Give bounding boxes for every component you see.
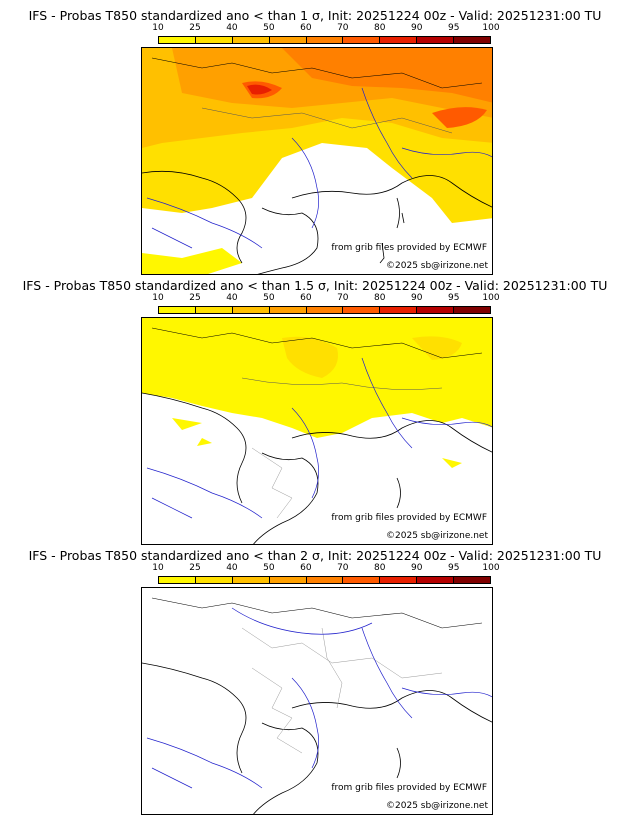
colorbar-segment — [195, 37, 233, 43]
tick-label: 90 — [411, 293, 423, 303]
tick-label: 40 — [226, 293, 238, 303]
colorbar-segment — [159, 307, 196, 313]
tick-label: 70 — [337, 23, 349, 33]
panel-title: IFS - Probas T850 standardized ano < tha… — [28, 8, 602, 23]
colorbar-ticks: 10 25 40 50 60 70 80 90 95 100 — [152, 23, 499, 35]
tick-label: 95 — [447, 23, 460, 33]
probability-map: from grib files provided by ECMWF ©2025 … — [141, 317, 493, 545]
tick-label: 25 — [189, 293, 201, 303]
colorbar-segment — [195, 307, 233, 313]
tick-label: 50 — [263, 563, 275, 573]
colorbar-segment — [269, 37, 307, 43]
colorbar-segment — [417, 307, 455, 313]
tick-label: 95 — [447, 293, 460, 303]
colorbar-segment — [306, 307, 344, 313]
tick-label: 10 — [152, 23, 164, 33]
map-panel-3: IFS - Probas T850 standardized ano < tha… — [0, 540, 630, 816]
tick-label: 60 — [300, 563, 312, 573]
colorbar-segment — [343, 37, 381, 43]
tick-label: 95 — [447, 563, 460, 573]
colorbar-segment — [232, 37, 270, 43]
colorbar — [158, 306, 491, 314]
tick-label: 90 — [411, 23, 423, 33]
map-panel-2: IFS - Probas T850 standardized ano < tha… — [0, 270, 630, 546]
data-source-credit: from grib files provided by ECMWF — [331, 243, 487, 253]
colorbar — [158, 36, 491, 44]
colorbar-segment — [159, 37, 196, 43]
tick-label: 100 — [482, 23, 500, 33]
tick-label: 80 — [374, 563, 386, 573]
colorbar — [158, 576, 491, 584]
tick-label: 100 — [482, 563, 500, 573]
copyright-credit: ©2025 sb@irizone.net — [386, 531, 488, 541]
colorbar-segment — [380, 577, 418, 583]
colorbar-segment — [269, 307, 307, 313]
colorbar-segment — [417, 37, 455, 43]
tick-label: 10 — [152, 293, 164, 303]
tick-label: 25 — [189, 563, 201, 573]
colorbar-segment — [195, 577, 233, 583]
panel-title: IFS - Probas T850 standardized ano < tha… — [28, 548, 602, 563]
colorbar-segment — [269, 577, 307, 583]
copyright-credit: ©2025 sb@irizone.net — [386, 801, 488, 811]
tick-label: 25 — [189, 23, 201, 33]
colorbar-segment — [417, 577, 455, 583]
colorbar-segment — [343, 577, 381, 583]
colorbar-segment — [454, 307, 491, 313]
data-source-credit: from grib files provided by ECMWF — [331, 513, 487, 523]
colorbar-segment — [232, 307, 270, 313]
tick-label: 50 — [263, 293, 275, 303]
tick-label: 50 — [263, 23, 275, 33]
copyright-credit: ©2025 sb@irizone.net — [386, 261, 488, 271]
tick-label: 80 — [374, 23, 386, 33]
colorbar-segment — [454, 37, 491, 43]
tick-label: 10 — [152, 563, 164, 573]
tick-label: 60 — [300, 293, 312, 303]
colorbar-segment — [159, 577, 196, 583]
tick-label: 40 — [226, 23, 238, 33]
probability-map: from grib files provided by ECMWF ©2025 … — [141, 47, 493, 275]
tick-label: 40 — [226, 563, 238, 573]
colorbar-segment — [380, 37, 418, 43]
colorbar-segment — [306, 577, 344, 583]
colorbar-segment — [380, 307, 418, 313]
map-panel-1: IFS - Probas T850 standardized ano < tha… — [0, 0, 630, 276]
colorbar-segment — [232, 577, 270, 583]
colorbar-segment — [454, 577, 491, 583]
tick-label: 70 — [337, 293, 349, 303]
tick-label: 80 — [374, 293, 386, 303]
tick-label: 90 — [411, 563, 423, 573]
colorbar-ticks: 10 25 40 50 60 70 80 90 95 100 — [152, 293, 499, 305]
panel-title: IFS - Probas T850 standardized ano < tha… — [22, 278, 608, 293]
data-source-credit: from grib files provided by ECMWF — [331, 783, 487, 793]
tick-label: 60 — [300, 23, 312, 33]
tick-label: 100 — [482, 293, 500, 303]
tick-label: 70 — [337, 563, 349, 573]
colorbar-segment — [343, 307, 381, 313]
colorbar-segment — [306, 37, 344, 43]
colorbar-ticks: 10 25 40 50 60 70 80 90 95 100 — [152, 563, 499, 575]
probability-map: from grib files provided by ECMWF ©2025 … — [141, 587, 493, 815]
